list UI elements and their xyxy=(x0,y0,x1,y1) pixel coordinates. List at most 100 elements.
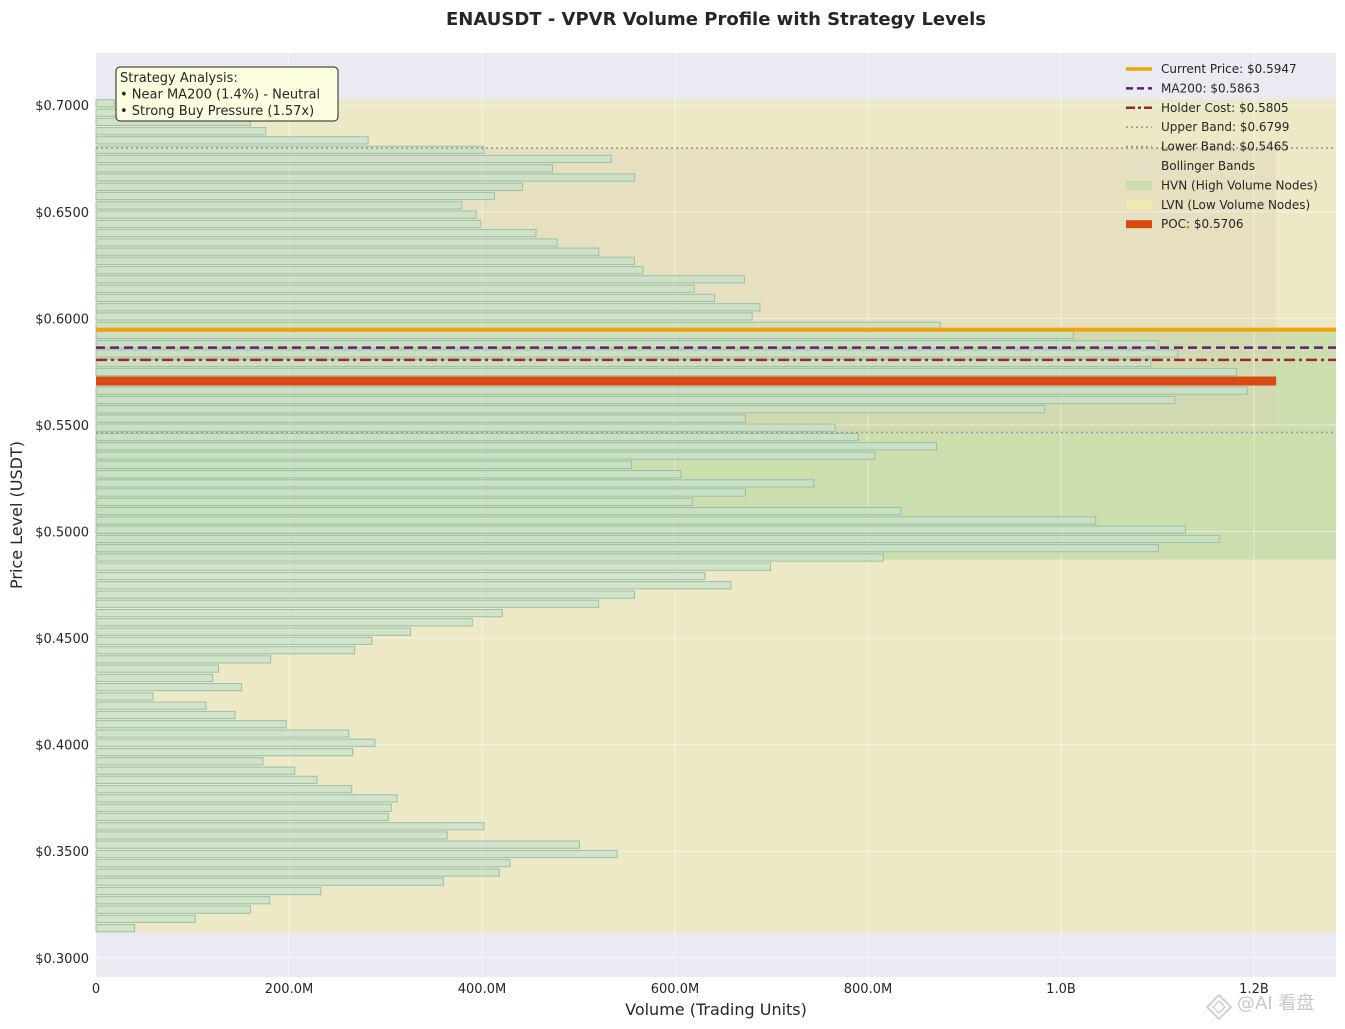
volume-bar xyxy=(95,210,477,219)
volume-bar xyxy=(95,609,503,618)
volume-bar xyxy=(95,914,196,923)
watermark-logo-icon xyxy=(1205,993,1233,1021)
volume-bar xyxy=(95,618,473,627)
volume-bar xyxy=(95,627,412,636)
volume-bar xyxy=(95,571,706,581)
legend-label-lvn: LVN (Low Volume Nodes) xyxy=(1161,198,1310,212)
x-axis-label: Volume (Trading Units) xyxy=(625,1000,807,1019)
volume-bar xyxy=(95,849,618,859)
legend-label-lower: Lower Band: $0.5465 xyxy=(1161,140,1289,154)
legend-label-hvn: HVN (High Volume Nodes) xyxy=(1161,178,1318,192)
volume-bar xyxy=(95,358,1152,368)
legend-label-bollinger: Bollinger Bands xyxy=(1161,159,1255,173)
volume-bar xyxy=(95,553,884,562)
volume-bar xyxy=(95,822,485,831)
volume-bar xyxy=(95,738,376,747)
volume-bar xyxy=(95,219,482,229)
legend-item-upper: Upper Band: $0.6799 xyxy=(1126,120,1289,134)
x-tick-label: 400.0M xyxy=(458,982,506,997)
y-tick-label: $0.6500 xyxy=(35,206,89,221)
legend-item-lower: Lower Band: $0.5465 xyxy=(1126,140,1289,154)
volume-bar xyxy=(95,599,600,608)
y-tick-label: $0.5500 xyxy=(35,419,89,434)
volume-bar xyxy=(95,414,746,423)
legend-item-bollinger: Bollinger Bands xyxy=(1126,159,1255,173)
volume-bar xyxy=(95,349,1179,358)
volume-bar xyxy=(95,655,272,664)
x-axis-ticks: 0 200.0M 400.0M 600.0M 800.0M 1.0B 1.2B xyxy=(92,982,1269,997)
volume-bar xyxy=(95,831,448,840)
volume-bar xyxy=(95,386,1248,395)
volume-bar xyxy=(95,729,350,738)
volume-bar xyxy=(95,664,220,673)
volume-bar xyxy=(95,340,1159,349)
volume-bar xyxy=(95,812,389,822)
volume-bar xyxy=(95,229,537,238)
volume-bar xyxy=(95,803,392,812)
legend-label-poc: POC: $0.5706 xyxy=(1161,217,1244,231)
volume-bar xyxy=(95,710,236,720)
poc-bar xyxy=(96,376,1277,386)
volume-bar xyxy=(95,127,267,136)
volume-bar xyxy=(95,451,876,460)
volume-bar xyxy=(95,293,716,303)
volume-bar xyxy=(95,182,524,191)
x-tick-label: 1.2B xyxy=(1239,982,1269,997)
y-tick-label: $0.3000 xyxy=(35,952,89,967)
volume-bar xyxy=(95,757,264,766)
watermark-text: @AI 看盘 xyxy=(1237,993,1314,1014)
y-tick-label: $0.3500 xyxy=(35,845,89,860)
x-tick-label: 0 xyxy=(92,982,100,997)
legend-item-lvn: LVN (Low Volume Nodes) xyxy=(1126,198,1310,212)
volume-bar xyxy=(95,395,1176,405)
volume-bar xyxy=(95,405,1046,414)
volume-bar xyxy=(95,859,511,868)
volume-bar xyxy=(95,99,115,108)
volume-bar xyxy=(95,247,600,256)
legend-swatch-poc xyxy=(1126,220,1152,229)
volume-bar xyxy=(95,460,633,469)
volume-bar xyxy=(95,432,859,442)
volume-bar xyxy=(95,683,243,692)
x-tick-label: 600.0M xyxy=(651,982,699,997)
volume-bar xyxy=(95,701,207,710)
volume-bar xyxy=(95,256,635,265)
legend-swatch-hvn xyxy=(1126,180,1152,190)
level-lines xyxy=(96,147,1336,434)
legend-label-ma200: MA200: $0.5863 xyxy=(1161,81,1260,95)
volume-bar xyxy=(95,266,644,275)
volume-bar xyxy=(95,506,902,516)
legend-swatch-lvn xyxy=(1126,200,1152,210)
annotation-line: Strategy Analysis: xyxy=(120,71,238,86)
y-axis-ticks: $0.3000 $0.3500 $0.4000 $0.4500 $0.5000 $0.55… xyxy=(35,99,89,967)
legend-item-current: Current Price: $0.5947 xyxy=(1126,62,1297,76)
volume-bars xyxy=(95,99,1277,933)
watermark: @AI 看盘 xyxy=(1205,993,1314,1021)
legend-item-hvn: HVN (High Volume Nodes) xyxy=(1126,178,1318,192)
volume-bar xyxy=(95,905,251,914)
volume-bar xyxy=(95,479,815,488)
x-tick-label: 200.0M xyxy=(265,982,313,997)
volume-bar xyxy=(95,164,553,173)
volume-bar xyxy=(95,238,558,247)
legend-label-current: Current Price: $0.5947 xyxy=(1161,62,1297,76)
annotation-line: • Near MA200 (1.4%) - Neutral xyxy=(120,88,320,103)
volume-bar xyxy=(95,590,635,599)
volume-bar xyxy=(95,646,356,655)
volume-bar xyxy=(95,636,373,645)
volume-bar xyxy=(95,868,500,877)
y-tick-label: $0.5000 xyxy=(35,526,89,541)
volume-bar xyxy=(95,303,761,312)
volume-bar xyxy=(95,692,154,701)
volume-bar xyxy=(95,275,745,284)
volume-bar xyxy=(95,534,1220,544)
legend-item-ma200: MA200: $0.5863 xyxy=(1126,81,1260,95)
volume-bar xyxy=(95,497,693,507)
volume-bar xyxy=(95,442,937,451)
volume-bar xyxy=(95,154,612,164)
y-axis-label: Price Level (USDT) xyxy=(7,441,26,589)
volume-bar xyxy=(95,173,635,182)
volume-bar xyxy=(95,785,353,794)
x-tick-label: 1.0B xyxy=(1046,982,1076,997)
